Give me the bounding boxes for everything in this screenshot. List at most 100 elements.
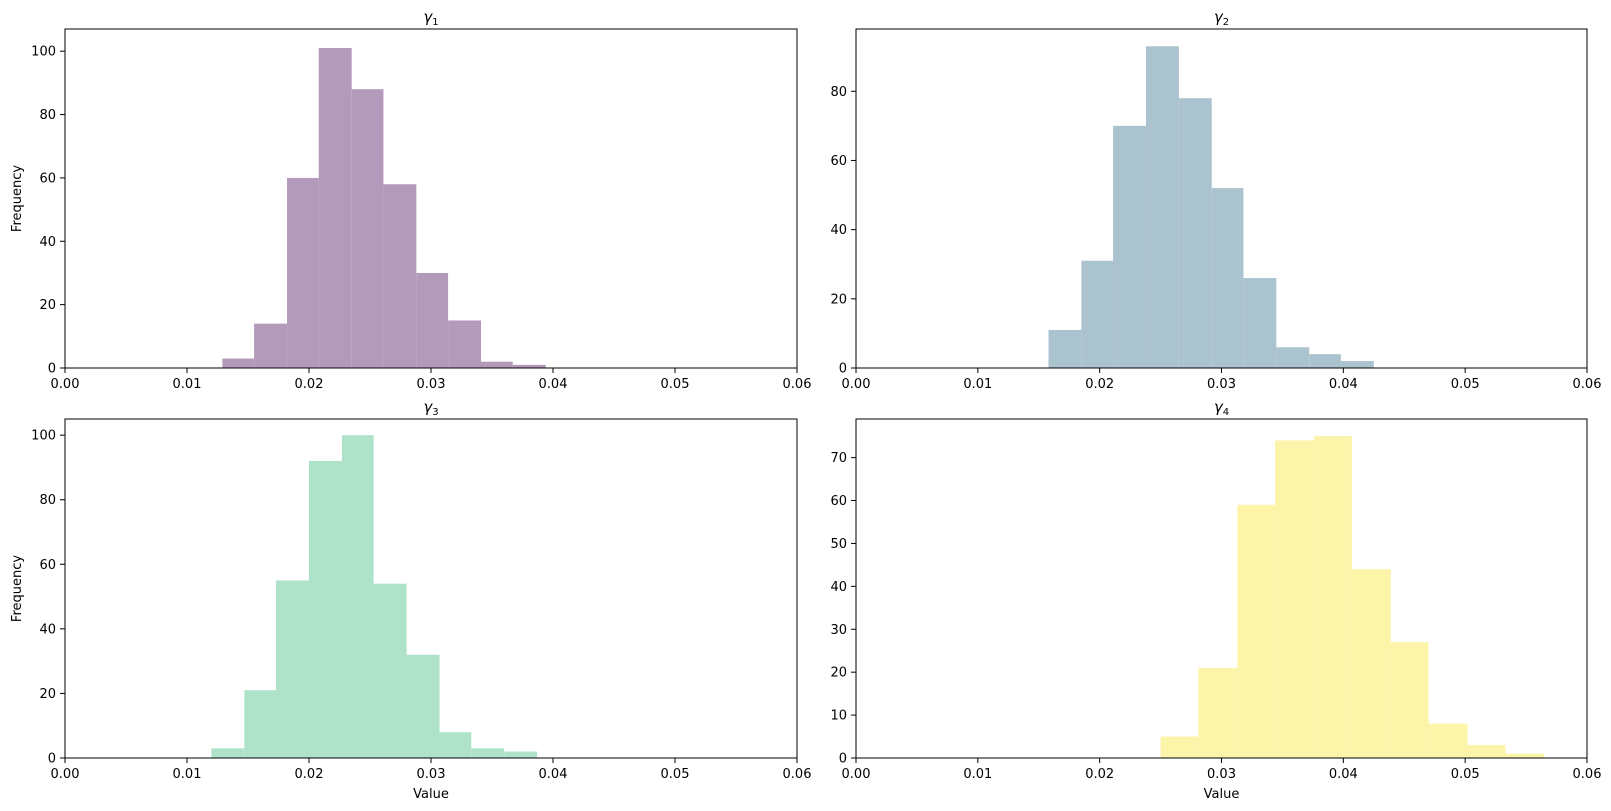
title-subscript: 3	[432, 407, 438, 418]
x-tick-label: 0.03	[417, 377, 446, 392]
histogram-bar	[1467, 745, 1506, 758]
y-tick-label: 30	[830, 623, 847, 638]
histogram-bar	[471, 748, 505, 758]
y-tick-label: 60	[830, 154, 847, 169]
x-tick-label: 0.06	[783, 377, 812, 392]
x-tick-label: 0.01	[173, 377, 202, 392]
histogram-bar	[373, 583, 407, 758]
title-symbol: γ	[1214, 398, 1224, 416]
y-tick-label: 40	[39, 622, 56, 637]
y-tick-label: 20	[830, 292, 847, 307]
x-tick-label: 0.05	[1451, 767, 1480, 782]
y-tick-label: 100	[31, 429, 56, 444]
y-tick-label: 10	[830, 709, 847, 724]
histogram-bar	[287, 177, 319, 368]
subplot-title: γ4	[1214, 398, 1229, 418]
histogram-bar	[1160, 736, 1199, 758]
histogram-bar	[1428, 723, 1468, 758]
histogram-bar	[1275, 440, 1315, 758]
title-symbol: γ	[423, 398, 433, 416]
x-tick-label: 0.05	[1451, 377, 1480, 392]
histogram-bar	[309, 460, 342, 758]
histogram-bar	[1340, 361, 1374, 368]
x-tick-label: 0.06	[1573, 377, 1602, 392]
y-tick-label: 0	[839, 362, 847, 377]
y-tick-label: 20	[39, 687, 56, 702]
x-tick-label: 0.03	[1207, 767, 1236, 782]
x-tick-label: 0.05	[661, 377, 690, 392]
subplot-title: γ2	[1214, 8, 1229, 28]
y-tick-label: 20	[39, 298, 56, 313]
histogram-bar	[211, 748, 245, 758]
x-tick-label: 0.00	[51, 377, 80, 392]
y-axis-label: Frequency	[10, 555, 25, 622]
y-tick-label: 70	[830, 451, 847, 466]
x-tick-label: 0.04	[539, 767, 568, 782]
subplot-2: 0.00 0.01 0.02 0.03 0.04 0.05 0.06 0 20 40 60 80 γ2	[830, 8, 1601, 392]
subplot-3: 0.00 0.01 0.02 0.03 0.04 0.05 0.06 0 20 40 60 80 100…	[10, 398, 811, 802]
subplot-title: γ3	[423, 398, 438, 418]
y-tick-label: 50	[830, 537, 847, 552]
y-tick-label: 0	[839, 752, 847, 767]
x-tick-label: 0.02	[295, 767, 324, 782]
title-symbol: γ	[423, 8, 433, 26]
y-tick-label: 80	[39, 108, 56, 123]
x-tick-label: 0.06	[783, 767, 812, 782]
y-tick-label: 0	[48, 752, 56, 767]
title-subscript: 2	[1223, 17, 1229, 28]
title-subscript: 4	[1223, 407, 1229, 418]
x-tick-label: 0.00	[51, 767, 80, 782]
subplot-4: 0.00 0.01 0.02 0.03 0.04 0.05 0.06 0 10 20 30 40 50 6…	[830, 398, 1601, 802]
histogram-bar	[406, 654, 440, 758]
x-tick-label: 0.04	[1329, 767, 1358, 782]
histogram-bar	[1243, 278, 1277, 368]
x-tick-label: 0.06	[1573, 767, 1602, 782]
histogram-bar	[254, 323, 288, 368]
y-tick-label: 40	[830, 580, 847, 595]
x-tick-label: 0.01	[173, 767, 202, 782]
y-tick-label: 60	[39, 171, 56, 186]
y-tick-label: 80	[39, 493, 56, 508]
title-subscript: 1	[432, 17, 438, 28]
histogram-bar	[1113, 125, 1146, 368]
histogram-bar	[416, 272, 449, 368]
histogram-bar	[481, 361, 513, 368]
histogram-bar	[383, 184, 417, 368]
histogram-bar	[448, 320, 482, 368]
histogram-bar	[1276, 347, 1310, 368]
y-tick-label: 60	[39, 558, 56, 573]
y-tick-label: 80	[830, 85, 847, 100]
histogram-bar	[1390, 642, 1429, 758]
histogram-bar	[1145, 46, 1179, 368]
title-symbol: γ	[1214, 8, 1224, 26]
x-tick-label: 0.04	[1329, 377, 1358, 392]
histogram-bar	[504, 751, 538, 758]
x-tick-label: 0.02	[295, 377, 324, 392]
x-tick-label: 0.00	[842, 767, 871, 782]
x-tick-label: 0.01	[963, 767, 992, 782]
x-axis-label: Value	[413, 787, 449, 802]
subplot-1: 0.00 0.01 0.02 0.03 0.04 0.05 0.06 0 20 40 60 80 100…	[10, 8, 811, 392]
histogram-bar	[276, 580, 309, 758]
histogram-bar	[1211, 188, 1244, 368]
y-tick-label: 40	[830, 223, 847, 238]
x-tick-label: 0.01	[963, 377, 992, 392]
histogram-bar	[1178, 98, 1212, 369]
histogram-bar	[1081, 260, 1114, 368]
x-tick-label: 0.04	[539, 377, 568, 392]
histogram-bar	[1314, 436, 1352, 758]
histogram-bar	[341, 435, 374, 758]
x-axis-label: Value	[1204, 787, 1240, 802]
histogram-bar	[318, 48, 352, 369]
histogram-bar	[351, 89, 384, 368]
histogram-bar	[1351, 569, 1391, 758]
histogram-bar	[222, 358, 255, 368]
y-tick-label: 20	[830, 666, 847, 681]
x-tick-label: 0.02	[1085, 377, 1114, 392]
y-tick-label: 60	[830, 494, 847, 509]
y-tick-label: 100	[31, 45, 56, 60]
x-tick-label: 0.05	[661, 767, 690, 782]
histogram-bar	[1048, 329, 1082, 368]
x-tick-label: 0.02	[1085, 767, 1114, 782]
